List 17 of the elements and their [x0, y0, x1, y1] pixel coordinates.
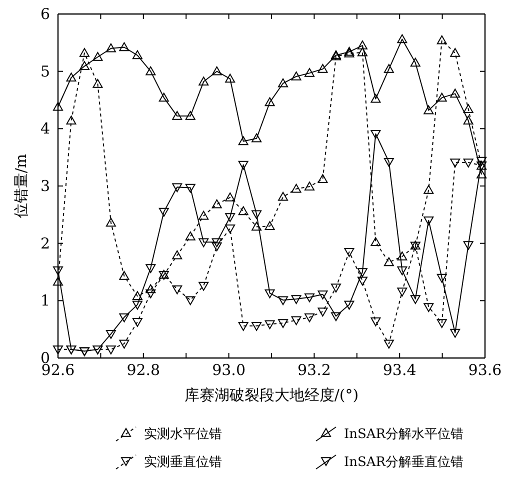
- legend-label: InSAR分解水平位错: [344, 427, 464, 442]
- x-tick-label: 93.4: [382, 361, 416, 379]
- y-axis-title: 位错量/m: [12, 154, 30, 218]
- legend-label: 实测垂直位错: [144, 455, 222, 470]
- y-tick-label: 2: [40, 234, 50, 252]
- y-tick-label: 1: [40, 292, 50, 310]
- x-tick-label: 92.8: [126, 361, 160, 379]
- y-tick-label: 6: [40, 5, 50, 23]
- x-axis-title: 库赛湖破裂段大地经度/(°): [184, 386, 359, 404]
- x-tick-label: 93.0: [212, 361, 246, 379]
- x-tick-label: 93.2: [297, 361, 331, 379]
- y-tick-label: 3: [40, 177, 50, 195]
- legend-label: InSAR分解垂直位错: [344, 455, 464, 470]
- x-tick-label: 93.6: [468, 361, 502, 379]
- legend-label: 实测水平位错: [144, 427, 222, 442]
- y-tick-label: 5: [40, 62, 50, 80]
- y-tick-label: 4: [40, 120, 50, 138]
